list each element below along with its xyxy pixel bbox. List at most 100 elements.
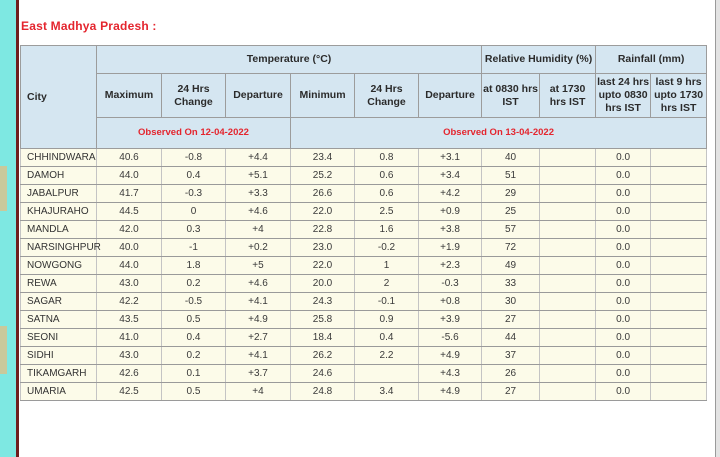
value-cell xyxy=(650,382,708,402)
value-cell: 0.0 xyxy=(595,328,652,348)
value-cell: 0.6 xyxy=(354,184,419,204)
table-row: MANDLA 42.0 0.3 +4 22.8 1.6 +3.8 57 0.0 xyxy=(20,220,708,240)
value-cell: 42.6 xyxy=(96,364,162,384)
column-header-min-departure: Departure xyxy=(417,72,483,119)
value-cell: 72 xyxy=(481,238,541,258)
observed-dates-row: Observed On 12-04-2022 Observed On 13-04… xyxy=(21,117,708,150)
value-cell xyxy=(650,184,708,204)
value-cell: +3.7 xyxy=(225,364,291,384)
observed-date-13-04: Observed On 13-04-2022 xyxy=(289,117,708,150)
value-cell: 0.0 xyxy=(595,310,652,330)
value-cell: +5 xyxy=(225,256,291,276)
value-cell: 43.0 xyxy=(96,274,162,294)
value-cell: 0.0 xyxy=(595,166,652,186)
city-cell: REWA xyxy=(20,274,97,294)
value-cell: 44.0 xyxy=(96,256,162,276)
value-cell: 0.0 xyxy=(595,364,652,384)
table-row: UMARIA 42.5 0.5 +4 24.8 3.4 +4.9 27 0.0 xyxy=(20,382,708,402)
city-cell: SAGAR xyxy=(20,292,97,312)
value-cell xyxy=(539,166,597,186)
value-cell: 0.4 xyxy=(161,166,226,186)
value-cell: 37 xyxy=(481,346,541,366)
value-cell: 0 xyxy=(161,202,226,222)
value-cell: 57 xyxy=(481,220,541,240)
value-cell xyxy=(539,274,597,294)
value-cell: +4.6 xyxy=(225,274,291,294)
group-header-temperature: Temperature (°C) xyxy=(95,45,483,74)
table-row: TIKAMGARH 42.6 0.1 +3.7 24.6 +4.3 26 0.0 xyxy=(20,364,708,384)
value-cell: 24.6 xyxy=(290,364,355,384)
value-cell: 0.1 xyxy=(161,364,226,384)
city-cell: DAMOH xyxy=(20,166,97,186)
column-header-rain-last9: last 9 hrs upto 1730 hrs IST xyxy=(650,72,708,119)
column-header-rh-0830: at 0830 hrs IST xyxy=(481,72,541,119)
value-cell xyxy=(650,346,708,366)
value-cell: 42.0 xyxy=(96,220,162,240)
left-page-strip xyxy=(0,0,16,457)
value-cell: 2.2 xyxy=(354,346,419,366)
left-border-line xyxy=(16,0,19,457)
value-cell: -1 xyxy=(161,238,226,258)
value-cell: 40 xyxy=(481,148,541,168)
table-row: NOWGONG 44.0 1.8 +5 22.0 1 +2.3 49 0.0 xyxy=(20,256,708,276)
value-cell: 27 xyxy=(481,382,541,402)
value-cell: 41.7 xyxy=(96,184,162,204)
table-row: JABALPUR 41.7 -0.3 +3.3 26.6 0.6 +4.2 29 0.0 xyxy=(20,184,708,204)
value-cell: 0.0 xyxy=(595,382,652,402)
table-row: CHHINDWARA 40.6 -0.8 +4.4 23.4 0.8 +3.1 40 0.0 xyxy=(20,148,708,168)
value-cell: 0.2 xyxy=(161,346,226,366)
value-cell: +4.1 xyxy=(225,346,291,366)
value-cell: 22.0 xyxy=(290,202,355,222)
value-cell: 0.0 xyxy=(595,238,652,258)
city-cell: KHAJURAHO xyxy=(20,202,97,222)
value-cell: +4 xyxy=(225,220,291,240)
value-cell: 23.4 xyxy=(290,148,355,168)
left-strip-accent-bottom xyxy=(0,326,7,374)
value-cell: +4.9 xyxy=(225,310,291,330)
value-cell: 0.3 xyxy=(161,220,226,240)
value-cell: 26 xyxy=(481,364,541,384)
value-cell: -0.5 xyxy=(161,292,226,312)
value-cell: +4.3 xyxy=(417,364,483,384)
value-cell: -0.2 xyxy=(354,238,419,258)
value-cell: 43.0 xyxy=(96,346,162,366)
value-cell: 24.8 xyxy=(290,382,355,402)
right-scrollbar[interactable] xyxy=(715,0,720,457)
table-row: DAMOH 44.0 0.4 +5.1 25.2 0.6 +3.4 51 0.0 xyxy=(20,166,708,186)
value-cell: 0.0 xyxy=(595,220,652,240)
value-cell: 20.0 xyxy=(290,274,355,294)
value-cell: -0.8 xyxy=(161,148,226,168)
value-cell xyxy=(650,310,708,330)
value-cell: +4.2 xyxy=(417,184,483,204)
value-cell: 27 xyxy=(481,310,541,330)
table-row: SAGAR 42.2 -0.5 +4.1 24.3 -0.1 +0.8 30 0.0 xyxy=(20,292,708,312)
value-cell xyxy=(650,364,708,384)
value-cell: +3.4 xyxy=(417,166,483,186)
table-row: SATNA 43.5 0.5 +4.9 25.8 0.9 +3.9 27 0.0 xyxy=(20,310,708,330)
group-header-humidity: Relative Humidity (%) xyxy=(481,45,597,74)
value-cell: 0.4 xyxy=(161,328,226,348)
value-cell xyxy=(650,292,708,312)
value-cell: +2.7 xyxy=(225,328,291,348)
value-cell: 3.4 xyxy=(354,382,419,402)
value-cell: 1.6 xyxy=(354,220,419,240)
value-cell: 41.0 xyxy=(96,328,162,348)
value-cell xyxy=(539,220,597,240)
value-cell xyxy=(650,166,708,186)
table-row: SIDHI 43.0 0.2 +4.1 26.2 2.2 +4.9 37 0.0 xyxy=(20,346,708,366)
value-cell: +1.9 xyxy=(417,238,483,258)
value-cell: -5.6 xyxy=(417,328,483,348)
column-header-min-24hrs-change: 24 Hrs Change xyxy=(354,72,419,119)
value-cell: 43.5 xyxy=(96,310,162,330)
value-cell: +5.1 xyxy=(225,166,291,186)
table-row: REWA 43.0 0.2 +4.6 20.0 2 -0.3 33 0.0 xyxy=(20,274,708,294)
value-cell: 1.8 xyxy=(161,256,226,276)
city-cell: SEONI xyxy=(20,328,97,348)
value-cell: 30 xyxy=(481,292,541,312)
value-cell xyxy=(539,328,597,348)
value-cell: 29 xyxy=(481,184,541,204)
value-cell: +3.3 xyxy=(225,184,291,204)
value-cell: 44 xyxy=(481,328,541,348)
value-cell: +0.8 xyxy=(417,292,483,312)
value-cell xyxy=(650,256,708,276)
